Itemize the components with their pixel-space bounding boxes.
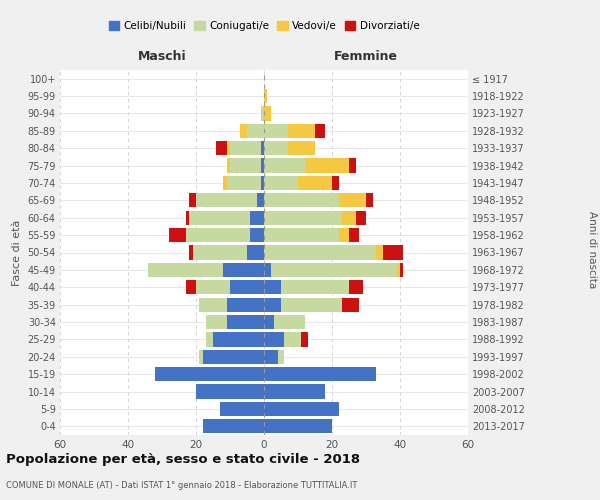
Text: Femmine: Femmine xyxy=(334,50,398,63)
Bar xyxy=(264,263,271,277)
Bar xyxy=(260,141,264,156)
Bar xyxy=(223,263,264,277)
Bar xyxy=(264,124,288,138)
Bar xyxy=(227,158,230,172)
Bar xyxy=(349,158,356,172)
Text: COMUNE DI MONALE (AT) - Dati ISTAT 1° gennaio 2018 - Elaborazione TUTTITALIA.IT: COMUNE DI MONALE (AT) - Dati ISTAT 1° ge… xyxy=(6,480,358,490)
Bar xyxy=(264,246,376,260)
Bar xyxy=(227,141,230,156)
Bar xyxy=(260,106,264,120)
Bar xyxy=(342,210,356,225)
Bar xyxy=(366,193,373,208)
Bar xyxy=(349,228,359,242)
Bar xyxy=(264,384,325,398)
Bar xyxy=(264,106,271,120)
Bar xyxy=(332,176,339,190)
Bar xyxy=(250,210,264,225)
Bar xyxy=(230,141,260,156)
Bar xyxy=(284,332,301,346)
Bar xyxy=(227,176,260,190)
Bar xyxy=(247,246,264,260)
Bar xyxy=(186,280,196,294)
Bar xyxy=(315,124,325,138)
Bar xyxy=(155,367,264,382)
Bar xyxy=(264,141,288,156)
Text: Popolazione per età, sesso e stato civile - 2018: Popolazione per età, sesso e stato civil… xyxy=(6,452,360,466)
Bar xyxy=(196,193,257,208)
Bar xyxy=(186,210,189,225)
Y-axis label: Fasce di età: Fasce di età xyxy=(12,220,22,286)
Bar xyxy=(264,280,281,294)
Bar xyxy=(264,89,268,103)
Bar xyxy=(281,298,342,312)
Bar xyxy=(264,315,274,329)
Bar xyxy=(186,228,250,242)
Bar xyxy=(339,228,349,242)
Bar xyxy=(278,350,284,364)
Bar xyxy=(206,315,227,329)
Bar xyxy=(264,332,284,346)
Bar xyxy=(213,332,264,346)
Bar xyxy=(189,246,193,260)
Bar xyxy=(264,158,305,172)
Bar xyxy=(196,280,230,294)
Bar xyxy=(260,158,264,172)
Bar xyxy=(400,263,403,277)
Bar xyxy=(227,298,264,312)
Bar xyxy=(220,402,264,416)
Bar xyxy=(250,228,264,242)
Bar xyxy=(298,176,332,190)
Bar xyxy=(342,298,359,312)
Bar xyxy=(203,419,264,434)
Bar xyxy=(264,367,376,382)
Bar xyxy=(217,141,227,156)
Bar xyxy=(196,384,264,398)
Bar xyxy=(199,298,227,312)
Text: Anni di nascita: Anni di nascita xyxy=(587,212,597,288)
Bar xyxy=(230,280,264,294)
Bar xyxy=(206,332,213,346)
Bar xyxy=(260,176,264,190)
Text: Maschi: Maschi xyxy=(137,50,187,63)
Bar xyxy=(148,263,223,277)
Bar xyxy=(264,298,281,312)
Bar xyxy=(271,263,397,277)
Bar xyxy=(264,350,278,364)
Bar xyxy=(376,246,383,260)
Bar xyxy=(193,246,247,260)
Bar xyxy=(305,158,349,172)
Bar xyxy=(189,210,250,225)
Legend: Celibi/Nubili, Coniugati/e, Vedovi/e, Divorziati/e: Celibi/Nubili, Coniugati/e, Vedovi/e, Di… xyxy=(104,17,424,35)
Bar xyxy=(356,210,366,225)
Bar xyxy=(247,124,264,138)
Bar xyxy=(288,141,315,156)
Bar xyxy=(264,419,332,434)
Bar xyxy=(189,193,196,208)
Bar xyxy=(264,210,342,225)
Bar xyxy=(264,228,339,242)
Bar xyxy=(274,315,305,329)
Bar xyxy=(301,332,308,346)
Bar xyxy=(223,176,227,190)
Bar xyxy=(281,280,349,294)
Bar xyxy=(230,158,260,172)
Bar xyxy=(288,124,315,138)
Bar xyxy=(264,176,298,190)
Bar xyxy=(264,402,339,416)
Bar xyxy=(383,246,403,260)
Bar xyxy=(257,193,264,208)
Bar xyxy=(199,350,203,364)
Bar xyxy=(264,193,339,208)
Bar xyxy=(339,193,366,208)
Bar xyxy=(203,350,264,364)
Bar xyxy=(227,315,264,329)
Bar xyxy=(169,228,186,242)
Bar xyxy=(240,124,247,138)
Bar xyxy=(349,280,362,294)
Bar xyxy=(397,263,400,277)
